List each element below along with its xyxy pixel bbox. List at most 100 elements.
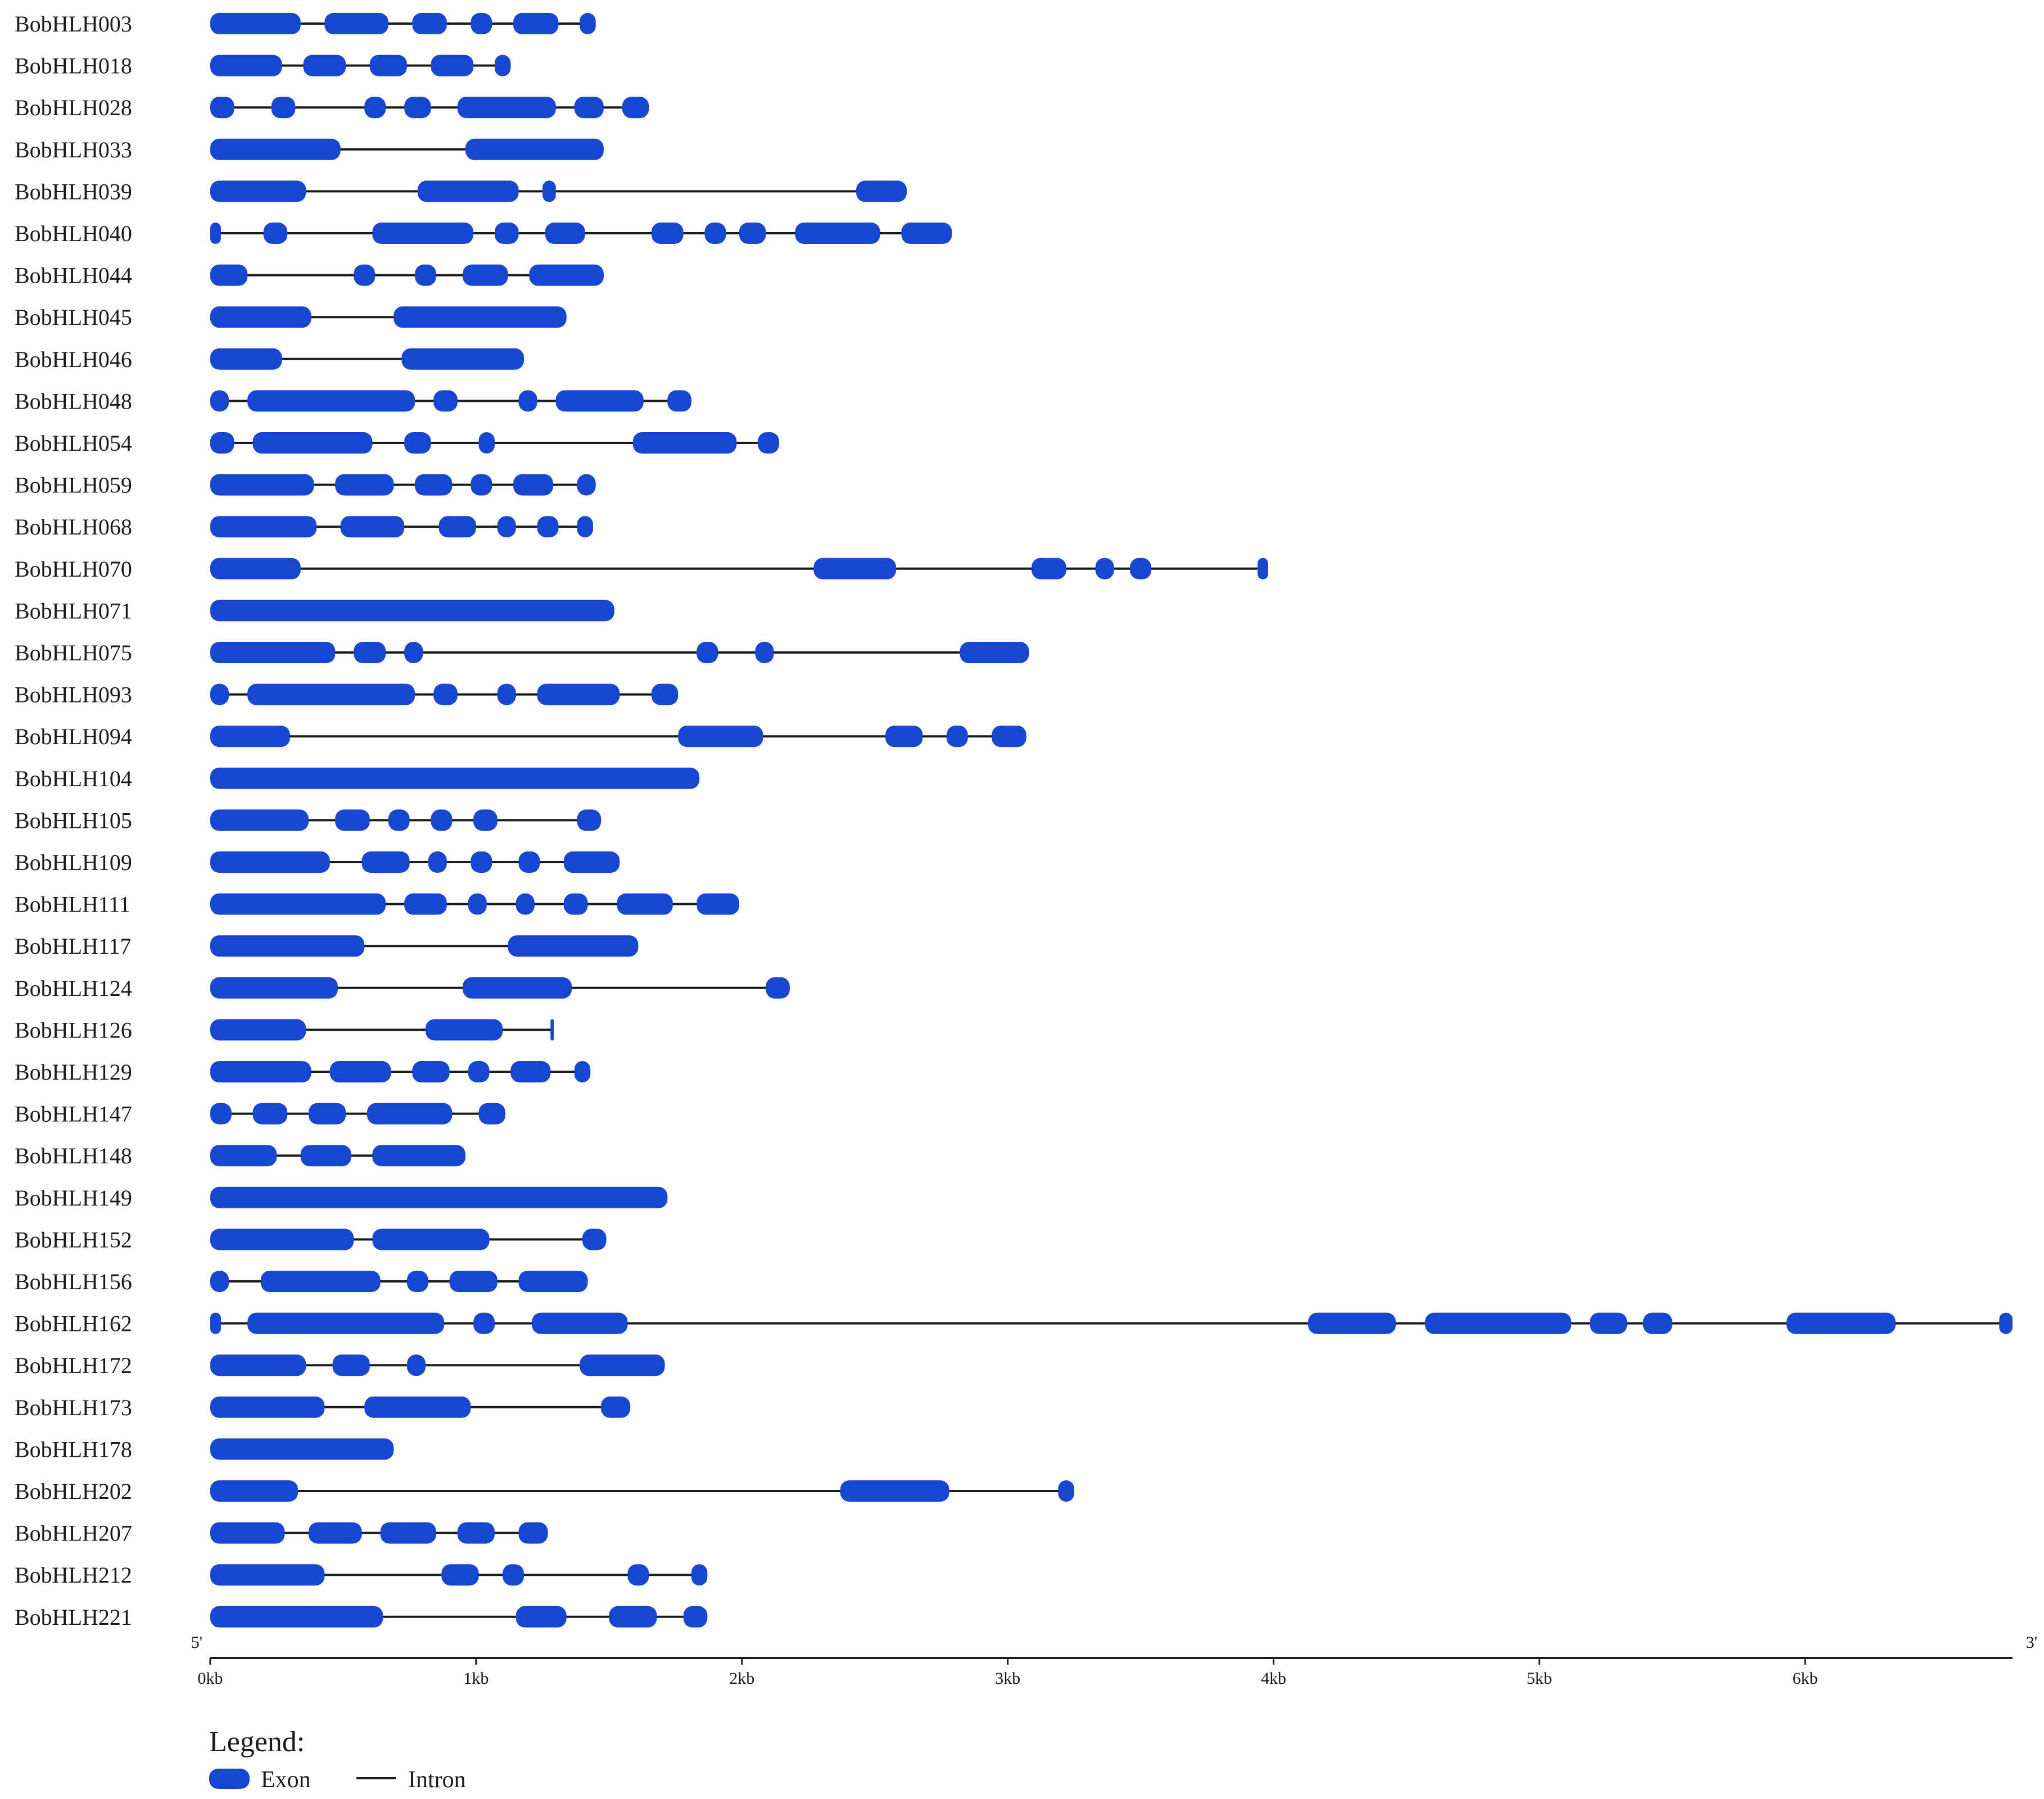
tick-label: 6kb <box>1793 1669 1818 1688</box>
gene-label: BobHLH040 <box>15 221 132 246</box>
exon-block <box>518 1522 548 1544</box>
exon-block <box>426 1019 503 1041</box>
gene-row: BobHLH071 <box>15 598 614 623</box>
exon-block <box>463 264 508 286</box>
exon-block <box>252 1103 288 1125</box>
exon-block <box>574 1061 591 1082</box>
gene-label: BobHLH054 <box>15 431 132 456</box>
exon-block <box>577 809 602 831</box>
exon-block <box>210 348 282 370</box>
gene-label: BobHLH111 <box>15 892 130 917</box>
exon-block <box>632 432 737 454</box>
exon-block <box>210 893 386 915</box>
gene-label: BobHLH039 <box>15 179 132 204</box>
exon-block <box>324 13 388 34</box>
exon-block <box>210 1354 306 1376</box>
exon-block <box>537 516 559 538</box>
exon-block <box>394 306 567 328</box>
exon-block <box>471 13 492 34</box>
exon-block <box>601 1396 631 1418</box>
exon-block <box>210 558 301 579</box>
exon-block <box>497 683 516 705</box>
gene-label: BobHLH044 <box>15 263 132 288</box>
exon-block <box>755 642 774 663</box>
exon-block <box>1999 1312 2013 1334</box>
gene-label: BobHLH173 <box>15 1395 132 1420</box>
exon-block <box>300 1145 351 1167</box>
gene-label: BobHLH149 <box>15 1185 132 1211</box>
exon-block <box>210 138 341 160</box>
exon-block <box>369 55 407 76</box>
exon-block <box>401 348 524 370</box>
gene-row: BobHLH075 <box>15 640 1029 665</box>
exon-block <box>210 264 248 286</box>
exon-block <box>691 1564 708 1586</box>
exon-block <box>210 97 234 119</box>
gene-row: BobHLH070 <box>15 556 1268 582</box>
gene-label: BobHLH068 <box>15 514 132 540</box>
exon-block <box>367 1103 453 1125</box>
exon-block <box>1425 1312 1572 1334</box>
exon-block <box>361 851 410 873</box>
three-prime-label: 3' <box>2026 1633 2037 1652</box>
exon-block <box>1032 558 1066 579</box>
exon-block <box>518 390 537 412</box>
exon-block <box>210 1480 299 1502</box>
gene-row: BobHLH003 <box>15 11 596 37</box>
tick-label: 1kb <box>463 1669 489 1688</box>
gene-label: BobHLH093 <box>15 682 132 708</box>
exon-block <box>210 516 317 538</box>
exon-block <box>513 13 559 34</box>
exon-block <box>329 1061 391 1082</box>
exon-block <box>1308 1312 1396 1334</box>
gene-label: BobHLH046 <box>15 347 132 372</box>
exon-block <box>471 474 492 496</box>
exon-block <box>582 1229 607 1250</box>
gene-row: BobHLH068 <box>15 514 593 540</box>
gene-row: BobHLH173 <box>15 1395 631 1420</box>
exon-block <box>515 893 535 915</box>
exon-block <box>210 767 700 789</box>
legend-title: Legend: <box>209 1726 305 1758</box>
gene-label: BobHLH202 <box>15 1479 132 1504</box>
tick-label: 2kb <box>729 1669 754 1688</box>
exon-block <box>683 1606 708 1628</box>
exon-block <box>1095 558 1114 579</box>
tick-label: 0kb <box>198 1669 223 1688</box>
exon-block <box>609 1606 657 1628</box>
exon-block <box>417 180 519 202</box>
exon-block <box>471 851 492 873</box>
gene-row: BobHLH018 <box>15 53 511 79</box>
legend-intron-label: Intron <box>408 1767 466 1793</box>
exon-block <box>210 1606 383 1628</box>
gene-label: BobHLH070 <box>15 556 132 582</box>
genes-layer: BobHLH003 BobHLH018 BobHLH028 BobHLH033 BobH… <box>15 11 2013 1630</box>
gene-row: BobHLH149 <box>15 1185 668 1211</box>
exon-block <box>372 1229 490 1250</box>
gene-label: BobHLH028 <box>15 95 132 120</box>
exon-block <box>856 180 907 202</box>
exon-block <box>441 1564 479 1586</box>
exon-block <box>210 1522 285 1544</box>
exon-block <box>473 1312 495 1334</box>
exon-block <box>431 55 474 76</box>
gene-label: BobHLH109 <box>15 850 132 875</box>
gene-label: BobHLH003 <box>15 11 132 37</box>
exon-block <box>210 390 229 412</box>
exon-block <box>813 558 896 579</box>
gene-label: BobHLH059 <box>15 473 132 498</box>
gene-row: BobHLH045 <box>15 305 567 330</box>
exon-block <box>210 726 290 747</box>
exon-block <box>354 264 376 286</box>
exon-block <box>210 55 282 76</box>
exon-block <box>210 1186 668 1208</box>
gene-row: BobHLH044 <box>15 263 604 288</box>
gene-row: BobHLH109 <box>15 850 620 875</box>
gene-row: BobHLH178 <box>15 1437 394 1462</box>
gene-label: BobHLH207 <box>15 1521 132 1546</box>
tick-label: 5kb <box>1527 1669 1552 1688</box>
exon-block <box>542 180 556 202</box>
exon-block <box>529 264 604 286</box>
exon-block <box>678 726 763 747</box>
gene-row: BobHLH039 <box>15 179 907 204</box>
